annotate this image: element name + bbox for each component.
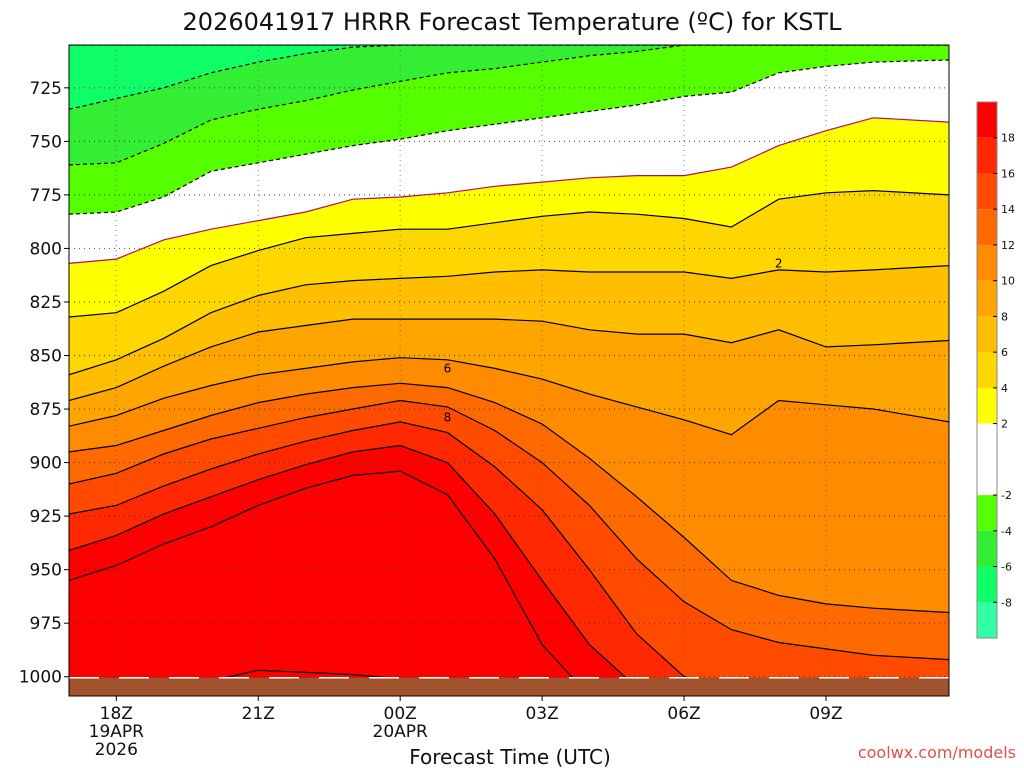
isotherm--2 [69, 59, 949, 215]
y-tick-label-1000: 1000 [19, 668, 62, 688]
y-tick-label-825: 825 [30, 293, 62, 313]
isotherm-label-2: 2 [775, 256, 783, 270]
colorbar-swatch-16-to-18 [977, 137, 997, 174]
isotherm-2 [69, 189, 949, 318]
colorbar-label--8: -8 [1001, 596, 1012, 609]
isotherm-16 [69, 444, 949, 696]
ground-surface [69, 677, 949, 696]
colorbar-swatch--10-to--8 [977, 602, 997, 638]
colorbar-swatch--2-to-2 [977, 423, 997, 496]
y-axis: 725 750 775 800 825 850 875 900 925 950 975 1000 [19, 79, 69, 688]
x-tick-label-2026: 2026 [95, 740, 138, 760]
x-axis-label: Forecast Time (UTC) [409, 745, 611, 768]
isotherm-6 [69, 318, 949, 402]
y-tick-label-900: 900 [30, 454, 62, 474]
x-tick-label-09Z: 09Z [809, 704, 842, 724]
isotherm-12 [69, 399, 949, 661]
colorbar-label-8: 8 [1001, 310, 1008, 323]
colorbar-label-14: 14 [1001, 203, 1015, 216]
colorbar-label-16: 16 [1001, 167, 1015, 180]
colorbar-swatch-8-to-10 [977, 280, 997, 317]
colorbar-swatch-6-to-8 [977, 316, 997, 353]
colorbar-swatch-4-to-6 [977, 352, 997, 388]
colorbar-swatch-12-to-14 [977, 209, 997, 245]
y-tick-label-975: 975 [30, 614, 62, 634]
x-tick-label-19APR: 19APR [89, 722, 145, 742]
isotherm-18 [69, 470, 949, 696]
colorbar-swatch--4-to--2 [977, 495, 997, 531]
colorbar-swatch-10-to-12 [977, 244, 997, 281]
colorbar-swatch--6-to--4 [977, 530, 997, 567]
ground-layer [69, 676, 949, 696]
isotherm-10 [69, 382, 949, 614]
colorbar-swatch-2-to-4 [977, 387, 997, 424]
x-tick-label-00Z: 00Z [384, 704, 417, 724]
temperature-band-18 [69, 471, 949, 696]
plot-frame [68, 44, 950, 697]
credit-text[interactable]: coolwx.com/models [858, 743, 1016, 762]
isotherm-layer [69, 45, 949, 696]
colorbar-swatch-14-to-16 [977, 173, 997, 210]
isotherm-8 [69, 357, 949, 436]
isotherm-label-6: 6 [444, 361, 452, 375]
colorbar-swatch-18-to-20 [977, 102, 997, 138]
colorbar-label-2: 2 [1001, 418, 1008, 431]
colorbar-label-6: 6 [1001, 346, 1008, 359]
y-tick-label-725: 725 [30, 79, 62, 99]
y-tick-label-925: 925 [30, 507, 62, 527]
isotherm-4 [69, 265, 949, 376]
grid-layer [69, 45, 949, 696]
isotherm-labels: 2 6 8 [444, 256, 783, 425]
isotherm-label-8: 8 [444, 411, 452, 425]
colorbar-label-10: 10 [1001, 275, 1015, 288]
y-tick-label-800: 800 [30, 239, 62, 259]
x-tick-label-20APR: 20APR [373, 722, 429, 742]
chart-title: 2026041917 HRRR Forecast Temperature (ºC… [183, 8, 843, 36]
colorbar-label--6: -6 [1001, 561, 1012, 574]
x-tick-label-03Z: 03Z [525, 704, 558, 724]
x-tick-label-06Z: 06Z [667, 704, 700, 724]
colorbar-swatch--8-to--6 [977, 566, 997, 603]
y-tick-label-775: 775 [30, 186, 62, 206]
y-tick-label-950: 950 [30, 561, 62, 581]
y-tick-label-875: 875 [30, 400, 62, 420]
y-tick-label-750: 750 [30, 132, 62, 152]
x-tick-label-18Z: 18Z [100, 704, 133, 724]
colorbar-frame [976, 101, 998, 639]
colorbar-label-4: 4 [1001, 382, 1008, 395]
colorbar-label-18: 18 [1001, 132, 1015, 145]
colorbar-label--4: -4 [1001, 525, 1012, 538]
colorbar: 18 16 14 12 10 8 6 4 2 -2 -4 -6 -8 [976, 101, 1015, 639]
y-tick-label-850: 850 [30, 347, 62, 367]
x-tick-label-21Z: 21Z [242, 704, 275, 724]
colorbar-label-12: 12 [1001, 239, 1015, 252]
colorbar-label--2: -2 [1001, 489, 1012, 502]
isotherm-0 [69, 117, 949, 264]
